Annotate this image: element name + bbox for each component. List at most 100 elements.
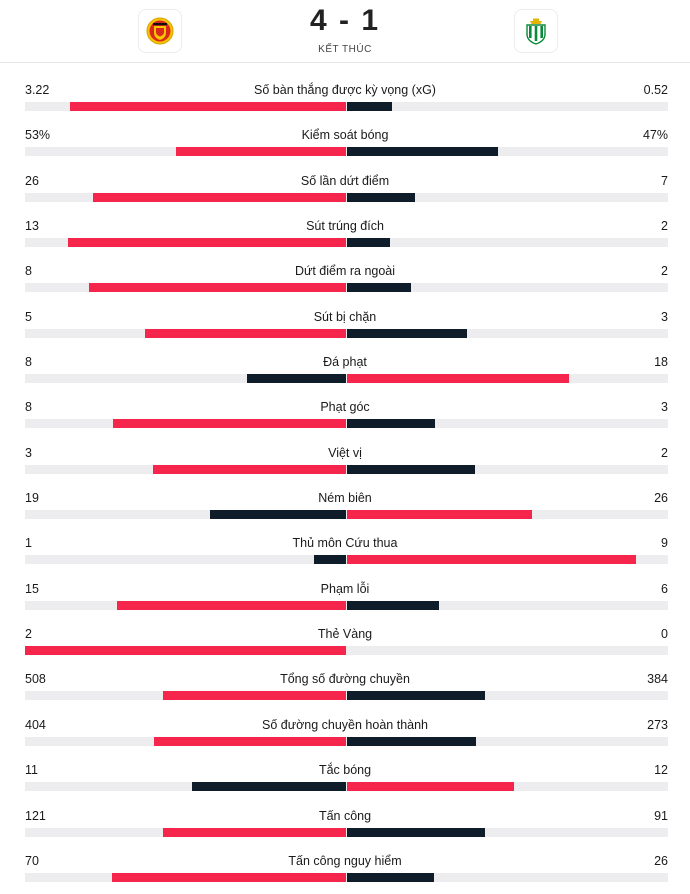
stat-label: Sút trúng đích — [306, 219, 384, 234]
home-stat-value: 121 — [25, 808, 46, 823]
away-stat-bar — [347, 283, 411, 293]
away-stat-bar — [347, 328, 467, 338]
stat-row: 11 Tắc bóng 12 — [0, 756, 690, 801]
stat-comparison-track — [25, 782, 668, 792]
real-betis-crest-icon — [526, 18, 546, 45]
stat-row: 13 Sút trúng đích 2 — [0, 212, 690, 257]
stat-label: Tấn công nguy hiểm — [288, 853, 402, 868]
match-status: KẾT THÚC — [318, 44, 372, 55]
away-stat-bar — [347, 600, 439, 610]
stat-label: Phạm lỗi — [320, 581, 370, 596]
away-stat-value: 384 — [647, 672, 668, 687]
stat-label: Dứt điểm ra ngoài — [294, 264, 396, 279]
stat-row: 5 Sút bị chặn 3 — [0, 303, 690, 348]
stat-comparison-track — [25, 555, 668, 565]
home-stat-bar — [314, 555, 346, 565]
stat-label: Số lần dứt điểm — [300, 173, 390, 188]
stat-row: 3 Việt vị 2 — [0, 439, 690, 484]
home-team-crest[interactable] — [138, 9, 182, 53]
home-stat-value: 8 — [25, 355, 32, 370]
away-stat-bar — [347, 147, 498, 157]
manchester-united-crest-icon — [146, 17, 174, 45]
away-stat-value: 3 — [661, 400, 668, 415]
match-stats-list: 3.22 Số bàn thắng được kỳ vọng (xG) 0.52 53… — [0, 76, 690, 892]
home-stat-bar — [89, 283, 346, 293]
home-stat-bar — [163, 827, 346, 837]
stat-label: Số đường chuyền hoàn thành — [262, 717, 428, 732]
away-stat-bar — [347, 555, 636, 565]
home-stat-value: 19 — [25, 491, 39, 506]
stat-row: 53% Kiểm soát bóng 47% — [0, 121, 690, 166]
stat-comparison-track — [25, 600, 668, 610]
stat-row: 8 Dứt điểm ra ngoài 2 — [0, 257, 690, 302]
home-stat-bar — [117, 600, 346, 610]
home-stat-bar — [176, 147, 346, 157]
home-stat-value: 3.22 — [25, 83, 50, 97]
stat-row: 26 Số lần dứt điểm 7 — [0, 167, 690, 212]
away-stat-bar — [347, 238, 390, 248]
away-stat-value: 6 — [661, 581, 668, 596]
stat-row: 15 Phạm lỗi 6 — [0, 575, 690, 620]
home-stat-value: 15 — [25, 581, 39, 596]
home-stat-value: 3 — [25, 445, 32, 460]
away-stat-value: 2 — [661, 264, 668, 279]
home-stat-bar — [163, 691, 346, 701]
away-stat-bar — [347, 510, 532, 520]
stat-label: Ném biên — [318, 491, 372, 506]
home-stat-value: 508 — [25, 672, 46, 687]
stat-comparison-track — [25, 691, 668, 701]
stat-comparison-track — [25, 147, 668, 157]
home-stat-value: 8 — [25, 400, 32, 415]
stat-row: 1 Thủ môn Cứu thua 9 — [0, 529, 690, 574]
stat-label: Số bàn thắng được kỳ vọng (xG) — [254, 83, 436, 97]
stat-label: Đá phạt — [323, 355, 367, 370]
away-stat-value: 7 — [661, 173, 668, 188]
away-stat-value: 0 — [661, 627, 668, 642]
away-stat-value: 3 — [661, 309, 668, 324]
away-stat-value: 0.52 — [643, 83, 668, 97]
stat-comparison-track — [25, 328, 668, 338]
away-stat-value: 18 — [654, 355, 668, 370]
stat-row: 121 Tấn công 91 — [0, 802, 690, 847]
away-stat-bar — [347, 827, 485, 837]
stat-label: Việt vị — [328, 445, 362, 460]
stat-comparison-track — [25, 510, 668, 520]
stat-label: Kiểm soát bóng — [301, 128, 389, 143]
stat-label: Tắc bóng — [318, 763, 372, 778]
stat-label: Sút bị chặn — [313, 309, 377, 324]
home-stat-value: 5 — [25, 309, 32, 324]
stat-row: 8 Phạt góc 3 — [0, 393, 690, 438]
stat-label: Thủ môn Cứu thua — [292, 536, 398, 551]
stat-comparison-track — [25, 419, 668, 429]
match-score: 4 - 1 — [309, 4, 381, 37]
home-stat-bar — [113, 419, 346, 429]
home-stat-value: 26 — [25, 173, 39, 188]
stat-comparison-track — [25, 102, 668, 111]
home-stat-value: 70 — [25, 853, 39, 868]
stat-label: Tổng số đường chuyền — [280, 672, 410, 687]
stat-comparison-track — [25, 736, 668, 746]
stat-comparison-track — [25, 827, 668, 837]
away-stat-value: 26 — [654, 491, 668, 506]
away-stat-value: 2 — [661, 445, 668, 460]
home-stat-bar — [145, 328, 346, 338]
away-stat-bar — [347, 419, 435, 429]
away-team-crest[interactable] — [514, 9, 558, 53]
home-stat-bar — [112, 872, 346, 882]
stat-label: Phạt góc — [320, 400, 370, 415]
away-stat-bar — [347, 872, 434, 882]
stat-comparison-track — [25, 374, 668, 384]
home-stat-bar — [210, 510, 346, 520]
home-stat-value: 8 — [25, 264, 32, 279]
home-stat-bar — [68, 238, 346, 248]
home-stat-value: 13 — [25, 219, 39, 234]
stat-row: 3.22 Số bàn thắng được kỳ vọng (xG) 0.52 — [0, 76, 690, 121]
away-stat-value: 2 — [661, 219, 668, 234]
match-header: 4 - 1 KẾT THÚC — [0, 0, 690, 63]
away-stat-value: 26 — [654, 853, 668, 868]
home-stat-value: 2 — [25, 627, 32, 642]
home-stat-value: 404 — [25, 717, 46, 732]
stat-comparison-track — [25, 238, 668, 248]
stat-comparison-track — [25, 646, 668, 656]
away-stat-bar — [347, 736, 476, 746]
